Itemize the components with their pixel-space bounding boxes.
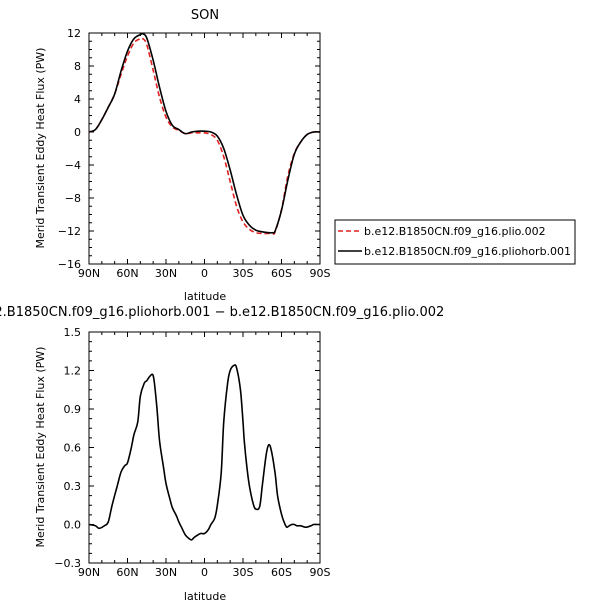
x-tick-label: 30N xyxy=(155,267,177,280)
y-tick-label: 0.9 xyxy=(64,403,82,416)
legend: b.e12.B1850CN.f09_g16.plio.002 b.e12.B18… xyxy=(334,219,576,265)
y-axis-label: Merid Transient Eddy Heat Flux (PW) xyxy=(34,347,47,548)
x-tick-label: 30S xyxy=(233,267,254,280)
x-tick-label: 90N xyxy=(78,267,100,280)
tick-labels: 90N 60N 30N 0 30S 60S 90S −0.3 0.0 0.3 0.6 0.9 1.2 1.… xyxy=(54,326,330,579)
plot-frame xyxy=(88,331,321,564)
tick-labels: 90N 60N 30N 0 30S 60S 90S −16 −12 −8 −4 0 4 8 12 xyxy=(58,27,331,280)
y-tick-label: −0.3 xyxy=(54,557,81,570)
axis-ticks xyxy=(88,32,321,265)
y-tick-label: −8 xyxy=(65,192,81,205)
y-tick-label: 0.3 xyxy=(64,480,82,493)
y-tick-label: 4 xyxy=(74,93,81,106)
panel-bottom: b.e12.B1850CN.f09_g16.pliohorb.001 − b.e… xyxy=(0,305,444,603)
axis-ticks xyxy=(88,331,321,564)
legend-label-pliohorb: b.e12.B1850CN.f09_g16.pliohorb.001 xyxy=(364,245,571,258)
y-tick-label: 0 xyxy=(74,126,81,139)
x-tick-label: 90S xyxy=(310,566,331,579)
x-axis-label: latitude xyxy=(184,290,226,303)
x-tick-label: 0 xyxy=(201,566,208,579)
y-tick-label: 0.6 xyxy=(64,442,82,455)
chart-title: b.e12.B1850CN.f09_g16.pliohorb.001 − b.e… xyxy=(0,305,444,320)
x-tick-label: 30S xyxy=(233,566,254,579)
x-tick-label: 60N xyxy=(116,566,138,579)
x-tick-label: 0 xyxy=(201,267,208,280)
x-tick-label: 90N xyxy=(78,566,100,579)
x-tick-label: 90S xyxy=(310,267,331,280)
legend-label-plio: b.e12.B1850CN.f09_g16.plio.002 xyxy=(364,225,546,238)
series-line xyxy=(88,32,321,234)
x-tick-label: 60S xyxy=(271,566,292,579)
series-line xyxy=(88,364,320,541)
y-tick-label: 1.2 xyxy=(64,365,82,378)
y-tick-label: −12 xyxy=(58,225,81,238)
legend-box xyxy=(334,219,576,265)
x-tick-label: 60S xyxy=(271,267,292,280)
x-axis-label: latitude xyxy=(184,590,226,603)
series-lines xyxy=(88,32,321,235)
y-axis-label: Merid Transient Eddy Heat Flux (PW) xyxy=(34,48,47,249)
panel-top: SON 90N 60N 30N 0 30S 60S 90S −16 −12 −8 −4 0 4 8 12 l… xyxy=(34,8,576,303)
y-tick-label: −4 xyxy=(65,159,81,172)
y-tick-label: −16 xyxy=(58,258,81,271)
series-lines xyxy=(88,364,320,541)
y-tick-label: 12 xyxy=(67,27,81,40)
y-tick-label: 1.5 xyxy=(64,326,82,339)
y-tick-label: 0.0 xyxy=(64,519,82,532)
x-tick-label: 30N xyxy=(155,566,177,579)
x-tick-label: 60N xyxy=(116,267,138,280)
chart-title: SON xyxy=(191,8,219,23)
series-line xyxy=(88,37,321,235)
y-tick-label: 8 xyxy=(74,60,81,73)
